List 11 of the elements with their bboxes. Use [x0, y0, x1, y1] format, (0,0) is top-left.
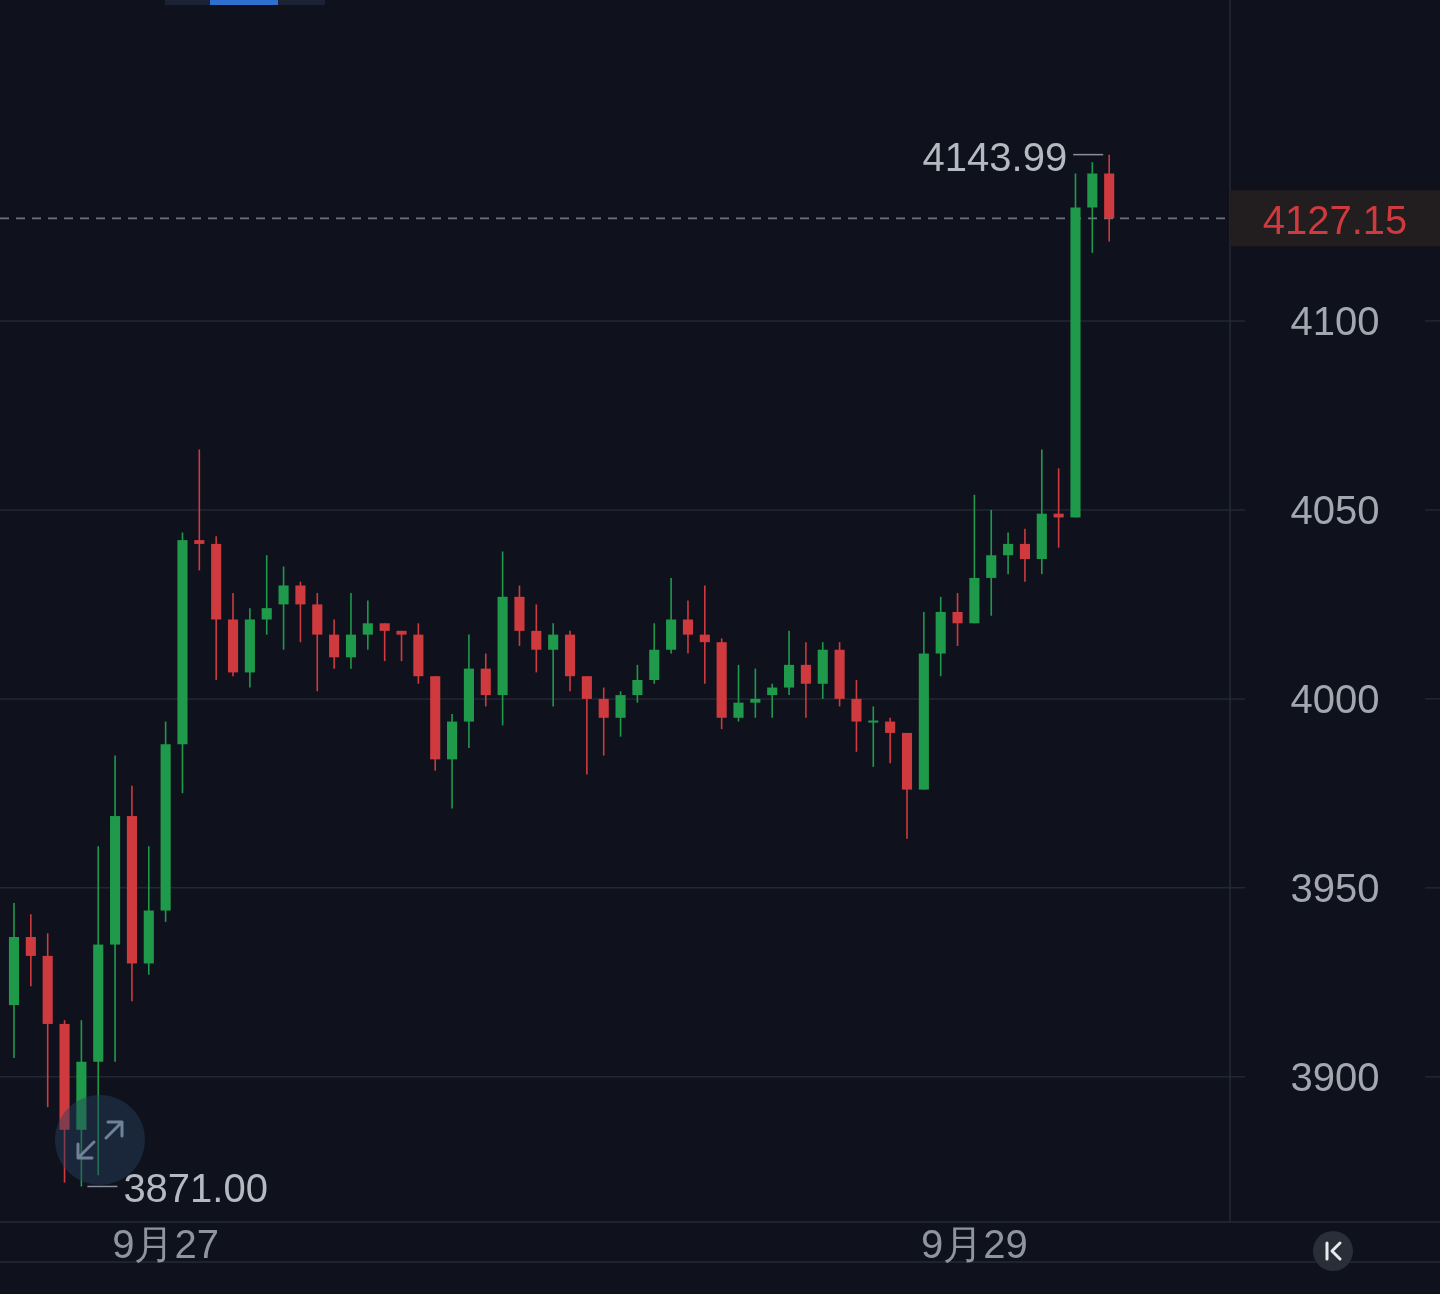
y-tick-label: 4050 — [1290, 487, 1380, 532]
annotation: 3871.00 — [123, 1166, 268, 1211]
y-tick-label: 3950 — [1290, 865, 1380, 910]
y-tick-label: 3900 — [1290, 1054, 1380, 1099]
y-tick-label: 4000 — [1290, 676, 1380, 721]
ref-line-label: 4127.15 — [1262, 198, 1408, 243]
annotation: 4143.99 — [922, 134, 1068, 179]
ref-line-label: 4127.15 — [1230, 190, 1440, 247]
x-tick-label: 9月29 — [921, 1222, 1028, 1266]
x-tick-label: 9月27 — [112, 1222, 219, 1266]
y-tick-label: 4100 — [1290, 298, 1380, 343]
